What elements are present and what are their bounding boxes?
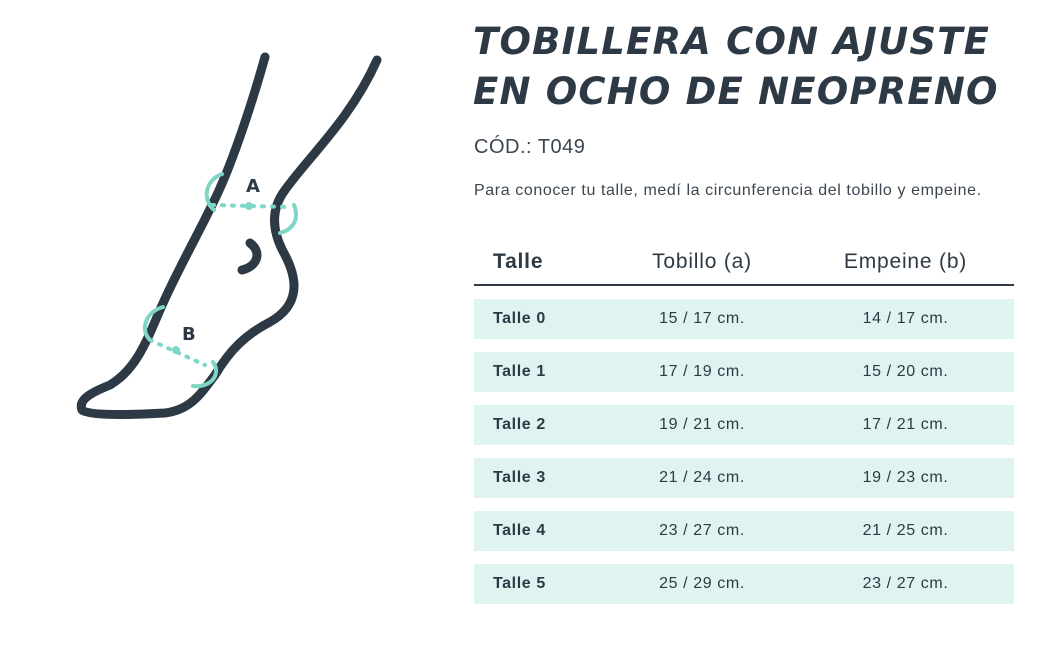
table-cell: 23 / 27 cm. (659, 522, 745, 539)
table-cell: 23 / 27 cm. (862, 575, 949, 592)
header-cell: Tobillo (a) (652, 250, 752, 273)
table-cell: Talle 0 (493, 310, 546, 327)
table-cell: Talle 4 (493, 522, 546, 539)
size-table: Talle Tobillo (a) Empeine (b) Talle 0 15 / 1… (474, 240, 1014, 604)
arrow-b-right (191, 360, 219, 389)
arrow-a-left (204, 172, 224, 212)
table-cell: 15 / 17 cm. (659, 310, 745, 327)
table-header: Talle Tobillo (a) Empeine (b) (474, 240, 1014, 286)
label-b: B (182, 324, 196, 345)
table-cell: 17 / 19 cm. (659, 363, 745, 380)
title-line: TOBILLERA CON AJUSTE (473, 20, 991, 63)
product-code: CÓD.: T049 (474, 136, 586, 158)
table-cell: 19 / 23 cm. (862, 469, 949, 486)
header-cell: Empeine (b) (843, 250, 968, 273)
table-cell: Talle 2 (493, 416, 546, 433)
table-cell: 14 / 17 cm. (862, 310, 949, 327)
dot-a (245, 202, 253, 210)
title-line: EN OCHO DE NEOPRENO (473, 70, 999, 113)
foot-diagram: A B (76, 52, 382, 420)
table-cell: Talle 5 (493, 575, 546, 592)
dot-b (172, 346, 180, 354)
arrow-b-left (142, 305, 165, 342)
table-cell: 19 / 21 cm. (659, 416, 745, 433)
arrow-a-right (278, 203, 299, 235)
ankle-bone (237, 238, 262, 275)
table-row: Talle 0 15 / 17 cm. 14 / 17 cm. (474, 299, 1014, 339)
table-cell: Talle 3 (493, 469, 546, 486)
table-cell: 17 / 21 cm. (862, 416, 949, 433)
table-row: Talle 5 25 / 29 cm. 23 / 27 cm. (474, 564, 1014, 604)
table-cell: 21 / 25 cm. (862, 522, 949, 539)
table-cell: 21 / 24 cm. (659, 469, 745, 486)
table-row: Talle 2 19 / 21 cm. 17 / 21 cm. (474, 405, 1014, 445)
header-cell: Talle (493, 250, 544, 273)
description: Para conocer tu talle, medí la circunfer… (474, 182, 982, 199)
table-cell: Talle 1 (493, 363, 546, 380)
foot-outline (76, 52, 382, 420)
table-cell: 15 / 20 cm. (862, 363, 949, 380)
table-row: Talle 4 23 / 27 cm. 21 / 25 cm. (474, 511, 1014, 551)
table-row: Talle 1 17 / 19 cm. 15 / 20 cm. (474, 352, 1014, 392)
table-row: Talle 3 21 / 24 cm. 19 / 23 cm. (474, 458, 1014, 498)
table-cell: 25 / 29 cm. (659, 575, 745, 592)
label-a: A (246, 176, 260, 197)
